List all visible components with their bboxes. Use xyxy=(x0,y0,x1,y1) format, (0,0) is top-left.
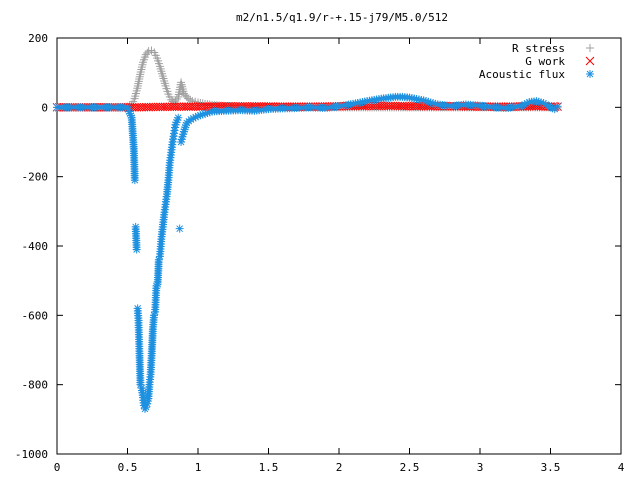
x-tick-label: 2 xyxy=(336,461,343,474)
y-tick-label: -1000 xyxy=(15,448,48,461)
data-point-acoustic-flux xyxy=(429,99,437,108)
data-point-acoustic-flux xyxy=(201,109,210,118)
x-tick-label: 4 xyxy=(618,461,625,474)
data-point-acoustic-flux xyxy=(179,127,188,136)
x-tick-label: 0 xyxy=(54,461,61,474)
y-tick-label: -600 xyxy=(22,309,49,322)
data-point-acoustic-flux xyxy=(180,125,189,134)
data-point-acoustic-flux xyxy=(534,97,543,106)
data-point-r-stress xyxy=(186,95,195,104)
data-point-acoustic-flux xyxy=(171,120,180,129)
data-point-acoustic-flux xyxy=(124,105,133,114)
data-point-acoustic-flux xyxy=(179,130,188,139)
data-point-acoustic-flux xyxy=(541,100,550,109)
data-point-acoustic-flux xyxy=(548,104,557,113)
data-point-acoustic-flux xyxy=(426,98,435,107)
data-point-acoustic-flux xyxy=(421,97,430,106)
data-point-acoustic-flux xyxy=(143,397,152,406)
data-point-acoustic-flux xyxy=(544,101,553,110)
data-point-acoustic-flux xyxy=(553,102,562,111)
data-point-acoustic-flux xyxy=(431,99,440,108)
data-point-acoustic-flux xyxy=(177,135,186,144)
x-tick-label: 2.5 xyxy=(400,461,420,474)
data-point-acoustic-flux xyxy=(181,123,190,132)
data-point-acoustic-flux xyxy=(123,103,132,112)
data-point-acoustic-flux xyxy=(523,99,531,108)
series-acoustic-flux xyxy=(53,92,562,413)
data-point-acoustic-flux xyxy=(518,101,527,110)
data-point-acoustic-flux xyxy=(136,380,145,389)
legend-marker-g-work xyxy=(585,56,595,66)
axes: 0 0.5 1 1.5 2 2.5 3 3.5 4 200 0 -200 -400 -600 -800 -10… xyxy=(15,32,625,474)
legend-label-g-work: G work xyxy=(525,55,565,68)
data-point-acoustic-flux xyxy=(532,97,541,106)
data-point-acoustic-flux xyxy=(182,121,191,130)
data-point-acoustic-flux xyxy=(205,108,214,117)
y-tick-label: 200 xyxy=(28,32,48,45)
legend-marker-r-stress xyxy=(586,44,594,52)
data-point-acoustic-flux xyxy=(539,99,548,108)
data-point-acoustic-flux xyxy=(424,97,433,106)
chart-title: m2/n1.5/q1.9/r-+.15-j79/M5.0/512 xyxy=(236,11,448,24)
data-point-acoustic-flux xyxy=(154,255,163,264)
data-point-acoustic-flux xyxy=(186,115,195,124)
data-point-acoustic-flux xyxy=(537,98,546,107)
data-point-acoustic-flux xyxy=(126,111,135,120)
data-point-acoustic-flux xyxy=(130,176,139,185)
data-point-r-stress xyxy=(143,48,152,57)
data-point-acoustic-flux xyxy=(191,113,200,122)
data-point-acoustic-flux xyxy=(178,132,187,141)
y-tick-label: 0 xyxy=(41,101,48,114)
data-point-acoustic-flux xyxy=(143,399,152,408)
y-tick-label: -200 xyxy=(22,171,49,184)
data-point-acoustic-flux xyxy=(173,116,182,125)
x-tick-label: 1.5 xyxy=(259,461,279,474)
data-point-acoustic-flux xyxy=(174,113,183,122)
data-point-acoustic-flux xyxy=(196,111,205,120)
data-marks xyxy=(52,46,562,413)
x-tick-label: 3.5 xyxy=(541,461,561,474)
data-point-acoustic-flux xyxy=(194,112,202,120)
data-point-acoustic-flux xyxy=(150,311,159,320)
y-tick-label: -400 xyxy=(22,240,49,253)
x-tick-label: 0.5 xyxy=(118,461,138,474)
x-tick-label: 3 xyxy=(477,461,484,474)
data-point-acoustic-flux xyxy=(520,100,529,109)
data-point-acoustic-flux xyxy=(419,96,428,105)
data-point-acoustic-flux xyxy=(132,245,141,254)
data-point-acoustic-flux xyxy=(177,138,186,146)
data-point-acoustic-flux xyxy=(172,118,181,127)
data-point-acoustic-flux xyxy=(125,107,134,116)
legend-label-r-stress: R stress xyxy=(512,42,565,55)
y-tick-label: -800 xyxy=(22,379,49,392)
data-point-r-stress xyxy=(184,94,193,103)
data-point-r-stress xyxy=(172,95,181,104)
x-tick-label: 1 xyxy=(195,461,202,474)
data-point-acoustic-flux xyxy=(198,110,207,119)
legend-marker-acoustic-flux xyxy=(586,70,594,78)
data-point-acoustic-flux xyxy=(189,114,198,123)
data-point-acoustic-flux xyxy=(126,109,135,118)
data-point-acoustic-flux xyxy=(546,103,555,112)
data-point-acoustic-flux xyxy=(142,403,151,412)
legend-label-acoustic-flux: Acoustic flux xyxy=(479,68,565,81)
data-point-acoustic-flux xyxy=(175,224,184,233)
data-point-acoustic-flux xyxy=(203,108,212,117)
